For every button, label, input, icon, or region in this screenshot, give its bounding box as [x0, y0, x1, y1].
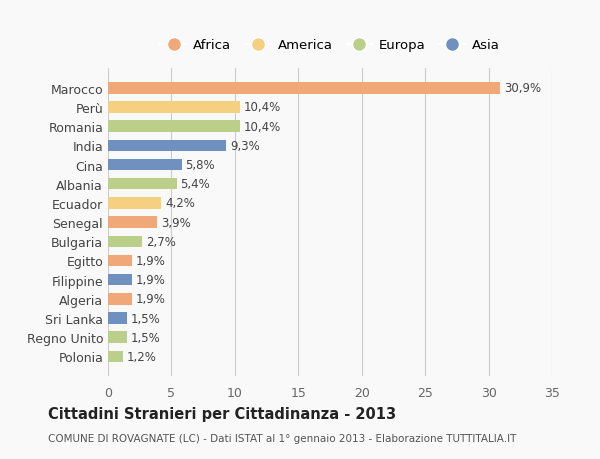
Text: 30,9%: 30,9%	[504, 82, 541, 95]
Bar	[108, 179, 176, 190]
Text: 1,5%: 1,5%	[131, 331, 161, 344]
Bar	[108, 102, 240, 113]
Bar	[108, 198, 161, 209]
Text: 4,2%: 4,2%	[165, 197, 195, 210]
Text: 1,5%: 1,5%	[131, 312, 161, 325]
Text: 9,3%: 9,3%	[230, 140, 260, 152]
Text: 1,9%: 1,9%	[136, 274, 166, 286]
Text: 10,4%: 10,4%	[244, 101, 281, 114]
Text: 5,8%: 5,8%	[185, 159, 215, 172]
Text: COMUNE DI ROVAGNATE (LC) - Dati ISTAT al 1° gennaio 2013 - Elaborazione TUTTITAL: COMUNE DI ROVAGNATE (LC) - Dati ISTAT al…	[48, 433, 517, 442]
Bar	[108, 313, 127, 324]
Text: 10,4%: 10,4%	[244, 120, 281, 134]
Bar	[108, 217, 157, 229]
Text: 1,9%: 1,9%	[136, 293, 166, 306]
Legend: Africa, America, Europa, Asia: Africa, America, Europa, Asia	[157, 35, 503, 56]
Text: 2,7%: 2,7%	[146, 235, 176, 248]
Bar	[108, 140, 226, 152]
Text: 1,2%: 1,2%	[127, 350, 157, 363]
Bar	[108, 236, 142, 247]
Bar	[108, 255, 132, 267]
Bar	[108, 332, 127, 343]
Bar	[108, 351, 123, 363]
Bar	[108, 159, 182, 171]
Text: Cittadini Stranieri per Cittadinanza - 2013: Cittadini Stranieri per Cittadinanza - 2…	[48, 406, 396, 421]
Bar	[108, 83, 500, 94]
Bar	[108, 274, 132, 286]
Text: 5,4%: 5,4%	[181, 178, 210, 191]
Bar	[108, 293, 132, 305]
Bar	[108, 121, 240, 133]
Text: 3,9%: 3,9%	[161, 216, 191, 229]
Text: 1,9%: 1,9%	[136, 254, 166, 268]
